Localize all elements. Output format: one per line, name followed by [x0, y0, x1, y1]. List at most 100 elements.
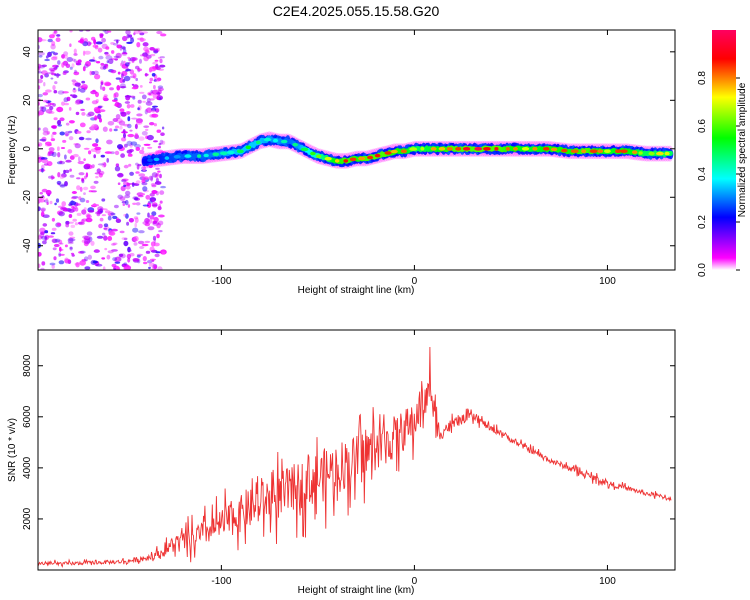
noise-speck [57, 90, 65, 95]
noise-speck [159, 56, 165, 59]
noise-speck [53, 67, 58, 70]
noise-speck [44, 230, 49, 234]
noise-speck [57, 60, 61, 65]
noise-speck [41, 64, 47, 68]
noise-speck [38, 235, 43, 240]
noise-speck [101, 214, 107, 217]
noise-speck [100, 154, 106, 158]
noise-speck [61, 101, 65, 106]
noise-speck [88, 150, 91, 155]
noise-speck [127, 56, 131, 60]
noise-speck [135, 202, 141, 206]
noise-speck [134, 123, 138, 129]
noise-speck [38, 206, 41, 212]
noise-speck [63, 97, 69, 103]
noise-speck [151, 202, 158, 208]
noise-speck [83, 192, 86, 196]
noise-speck [122, 52, 128, 55]
noise-speck [70, 224, 76, 228]
noise-speck [97, 163, 105, 166]
noise-speck [106, 158, 109, 163]
noise-speck [102, 232, 106, 236]
noise-speck [91, 71, 95, 75]
noise-speck [151, 259, 155, 262]
noise-speck [54, 238, 61, 243]
noise-speck [126, 41, 133, 45]
noise-speck [50, 232, 56, 235]
noise-speck [70, 94, 73, 97]
ridge-peak [280, 139, 288, 144]
noise-speck [88, 210, 95, 213]
noise-speck [98, 173, 103, 178]
y-tick-label: 40 [22, 46, 33, 58]
noise-speck [64, 258, 71, 264]
noise-speck [55, 65, 59, 69]
x-tick-label: 0 [412, 576, 418, 587]
y-tick-label: 4000 [22, 456, 33, 479]
ridge-peak [255, 140, 261, 145]
noise-speck [71, 63, 75, 68]
noise-speck [145, 194, 151, 200]
noise-speck [51, 56, 58, 61]
noise-speck [47, 51, 52, 58]
noise-speck [41, 235, 48, 240]
ridge-peak [521, 147, 530, 151]
noise-speck [117, 144, 123, 150]
noise-speck [75, 111, 80, 116]
ridge-peak [483, 147, 491, 151]
noise-speck [61, 201, 66, 207]
noise-speck [141, 146, 145, 151]
noise-speck [154, 181, 162, 185]
ridge-peak [430, 147, 437, 151]
noise-speck [54, 202, 57, 206]
noise-speck [142, 221, 149, 225]
noise-speck [78, 136, 85, 141]
noise-speck [125, 111, 131, 114]
noise-speck [47, 235, 54, 238]
noise-speck [148, 92, 152, 96]
noise-speck [79, 250, 86, 254]
noise-speck [85, 217, 93, 223]
noise-speck [79, 197, 86, 203]
noise-speck [68, 136, 74, 141]
noise-speck [127, 257, 131, 263]
ridge-peak [638, 151, 643, 155]
noise-speck [58, 253, 65, 256]
ridge-peak [236, 149, 244, 154]
noise-speck [103, 227, 108, 230]
noise-speck [135, 171, 140, 174]
noise-speck [152, 105, 158, 108]
noise-speck [79, 88, 86, 93]
noise-speck [108, 58, 114, 64]
noise-speck [78, 156, 81, 162]
noise-speck [111, 249, 118, 252]
ridge-peak [438, 147, 446, 151]
colorbar-tick-label: 0.2 [697, 215, 708, 229]
ridge-peak [581, 149, 587, 153]
noise-speck [124, 95, 132, 98]
noise-speck [86, 130, 91, 134]
noise-speck [136, 113, 143, 117]
noise-speck [116, 44, 123, 49]
noise-speck [119, 48, 123, 51]
noise-speck [39, 106, 44, 111]
noise-speck [139, 58, 142, 64]
noise-speck [44, 58, 50, 62]
noise-speck [124, 143, 128, 148]
ridge-peak [632, 150, 638, 154]
noise-speck [132, 258, 140, 262]
noise-speck [117, 71, 121, 75]
noise-speck [113, 267, 117, 270]
snr-x-axis-label: Height of straight line (km) [298, 585, 415, 596]
ridge-peak [420, 147, 425, 151]
noise-speck [57, 172, 61, 178]
noise-speck [151, 184, 157, 188]
noise-speck [136, 254, 141, 258]
noise-speck [153, 50, 159, 54]
noise-speck [123, 164, 129, 169]
noise-speck [115, 77, 121, 80]
noise-speck [98, 223, 103, 229]
ridge-peak [153, 157, 160, 162]
noise-speck [120, 153, 125, 158]
noise-speck [114, 92, 119, 98]
